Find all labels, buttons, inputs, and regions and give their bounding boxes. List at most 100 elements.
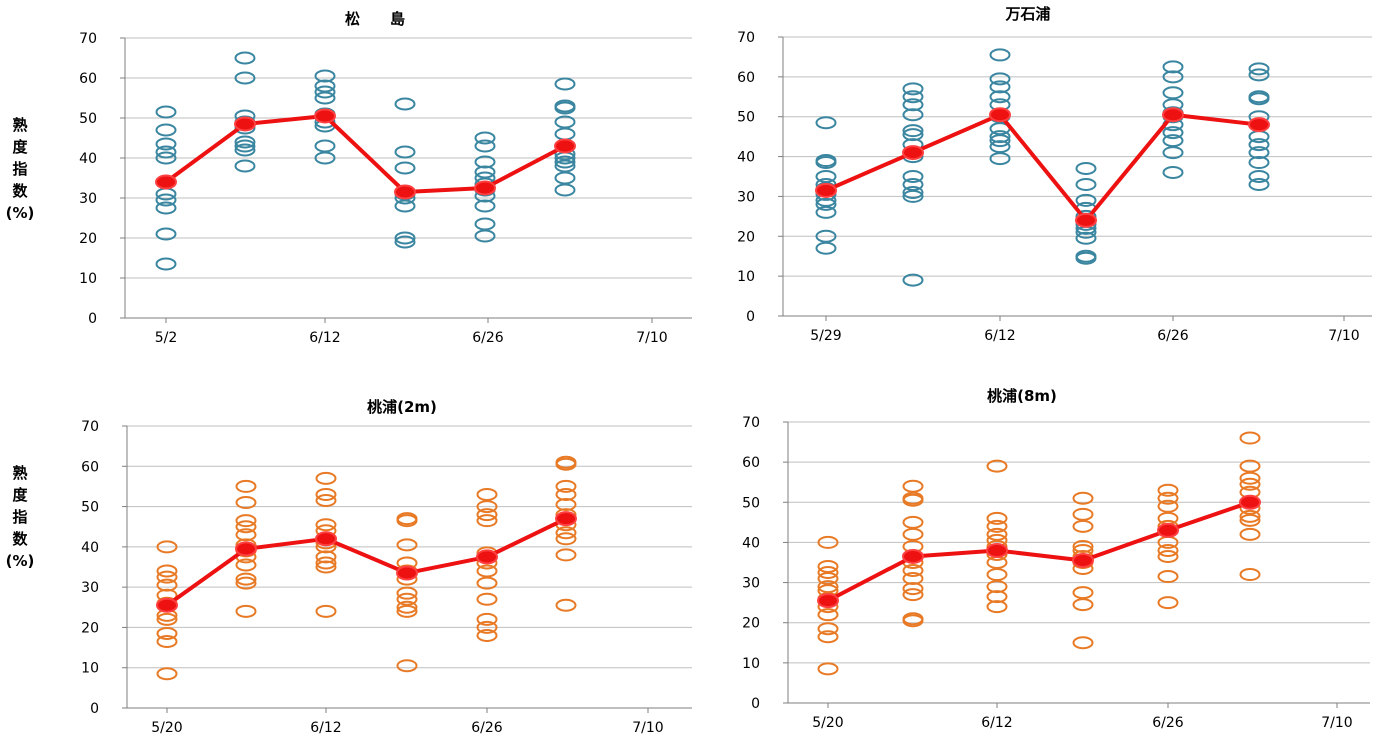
sample-point [817, 662, 839, 676]
sample-point [476, 612, 498, 626]
y-tick-label: 70 [737, 30, 755, 46]
sample-point [555, 487, 577, 501]
sample-point [554, 99, 576, 113]
sample-point [1162, 126, 1184, 140]
x-tick-label: 7/10 [1321, 715, 1352, 731]
sample-point [1239, 509, 1261, 523]
y-tick-label: 50 [737, 110, 755, 126]
sample-point [234, 51, 256, 65]
sample-point [989, 90, 1011, 104]
sample-point [554, 77, 576, 91]
sample-point [1239, 431, 1261, 445]
sample-point [554, 115, 576, 129]
mean-point [315, 531, 337, 547]
chart-1: 松 島 0 10 20 30 40 50 60 70 5/2 6/12 6/26 7/10 熟度指数(%) [6, 10, 692, 346]
sample-point [989, 48, 1011, 62]
sample-point [1248, 156, 1270, 170]
sample-point [314, 139, 336, 153]
sample-point [1075, 177, 1097, 191]
sample-point [315, 471, 337, 485]
sample-point [474, 139, 496, 153]
sample-point [235, 572, 257, 586]
y-tick-label: 20 [81, 620, 99, 636]
x-tick-label: 6/26 [1152, 715, 1184, 731]
sample-point [1157, 570, 1179, 584]
sample-point [986, 519, 1008, 533]
sample-point [555, 455, 577, 469]
mean-point [1239, 494, 1261, 510]
mean-point [1075, 212, 1097, 228]
y-tick-label: 20 [737, 229, 755, 245]
sample-point [986, 459, 1008, 473]
sample-point [1157, 511, 1179, 525]
y-tick-label: 30 [79, 191, 97, 207]
sample-point [155, 145, 177, 159]
x-tick-label: 5/29 [810, 328, 841, 344]
sample-point [1239, 513, 1261, 527]
sample-point [1075, 193, 1097, 207]
mean-point [396, 565, 418, 581]
sample-point [235, 576, 257, 590]
sample-point [555, 548, 577, 562]
mean-point [989, 107, 1011, 123]
sample-point [815, 116, 837, 130]
sample-point [396, 512, 418, 526]
sample-point [902, 515, 924, 529]
sample-point [555, 532, 577, 546]
mean-point [394, 184, 416, 200]
sample-point [817, 608, 839, 622]
sample-point [815, 241, 837, 255]
x-tick-label: 6/12 [310, 720, 341, 736]
sample-point [902, 564, 924, 578]
mean-line [827, 500, 1251, 603]
x-tick-label: 7/10 [636, 330, 667, 346]
x-tick-label: 7/10 [632, 720, 663, 736]
sample-point [155, 137, 177, 151]
y-tick-label: 40 [81, 540, 99, 556]
sample-point [1248, 138, 1270, 152]
sample-point [156, 540, 178, 554]
sample-point [902, 491, 924, 505]
y-tick-label: 10 [737, 269, 755, 285]
y-tick-label: 0 [88, 311, 97, 327]
sample-point [396, 659, 418, 673]
y-tick-label: 10 [81, 661, 99, 677]
mean-line [825, 112, 1260, 223]
sample-point [476, 564, 498, 578]
sample-point [235, 520, 257, 534]
mean-point [474, 180, 496, 196]
chart-title: 松 島 [345, 10, 405, 28]
mean-point [235, 541, 257, 557]
mean-point [476, 549, 498, 565]
sample-point [234, 143, 256, 157]
sample-point [1239, 568, 1261, 582]
sample-point [1248, 62, 1270, 76]
mean-point [155, 174, 177, 190]
y-tick-label: 40 [742, 535, 760, 551]
sample-point [156, 612, 178, 626]
sample-point [902, 588, 924, 602]
sample-point [394, 231, 416, 245]
y-tick-label: 60 [742, 455, 760, 471]
sample-point [555, 598, 577, 612]
sample-point [902, 90, 924, 104]
sample-point [155, 193, 177, 207]
sample-point [902, 273, 924, 287]
sample-point [315, 518, 337, 532]
sample-point [1075, 231, 1097, 245]
sample-point [1248, 177, 1270, 191]
sample-point [476, 628, 498, 642]
sample-point [1239, 477, 1261, 491]
sample-point [817, 630, 839, 644]
sample-point [986, 580, 1008, 594]
sample-point [1072, 586, 1094, 600]
sample-point [235, 558, 257, 572]
sample-point [817, 572, 839, 586]
sample-point [476, 514, 498, 528]
mean-point [1248, 117, 1270, 133]
sample-point [1248, 146, 1270, 160]
sample-point [902, 98, 924, 112]
sample-point [902, 527, 924, 541]
x-tick-label: 5/20 [151, 720, 182, 736]
y-tick-label: 70 [742, 415, 760, 431]
